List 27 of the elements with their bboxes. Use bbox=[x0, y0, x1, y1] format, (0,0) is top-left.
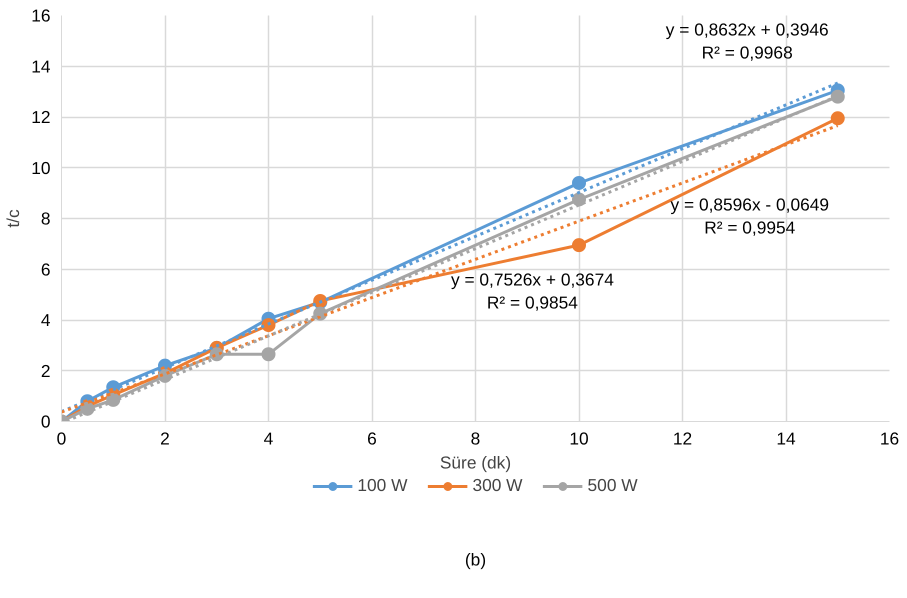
y-tick-label: 2 bbox=[40, 360, 51, 381]
y-tick-label: 16 bbox=[31, 6, 51, 26]
x-tick-label: 0 bbox=[56, 428, 66, 448]
x-tick-label: 12 bbox=[672, 428, 692, 448]
x-tick-label: 10 bbox=[569, 428, 589, 448]
y-tick-label: 12 bbox=[31, 107, 51, 127]
text: (b) bbox=[464, 550, 486, 570]
x-tick-label: 6 bbox=[367, 428, 377, 448]
x-tick-label: 14 bbox=[776, 428, 796, 448]
y-tick-label: 0 bbox=[40, 412, 51, 432]
y-tick-label: 6 bbox=[40, 259, 51, 280]
annotation: y = 0,8596x - 0,0649 R² = 0,9954 bbox=[670, 194, 830, 238]
y-tick-label: 8 bbox=[40, 208, 51, 228]
legend-label: 100 W bbox=[357, 475, 408, 496]
annotation: y = 0,7526x + 0,3674 R² = 0,9854 bbox=[451, 269, 614, 312]
x-tick-label: 8 bbox=[470, 428, 480, 448]
legend-label: 500 W bbox=[588, 475, 638, 496]
y-axis-title: t/c bbox=[3, 209, 24, 228]
legend-label: 300 W bbox=[472, 475, 523, 496]
x-tick-label: 16 bbox=[880, 428, 900, 448]
y-tick-label: 10 bbox=[31, 158, 51, 178]
y-tick-label: 4 bbox=[40, 310, 51, 330]
annotation: y = 0,8632x + 0,3946 R² = 0,9968 bbox=[666, 19, 829, 62]
x-axis-title: Süre (dk) bbox=[440, 452, 512, 472]
x-tick-label: 2 bbox=[160, 428, 170, 448]
x-tick-label: 4 bbox=[264, 428, 274, 448]
y-tick-label: 14 bbox=[31, 56, 51, 76]
